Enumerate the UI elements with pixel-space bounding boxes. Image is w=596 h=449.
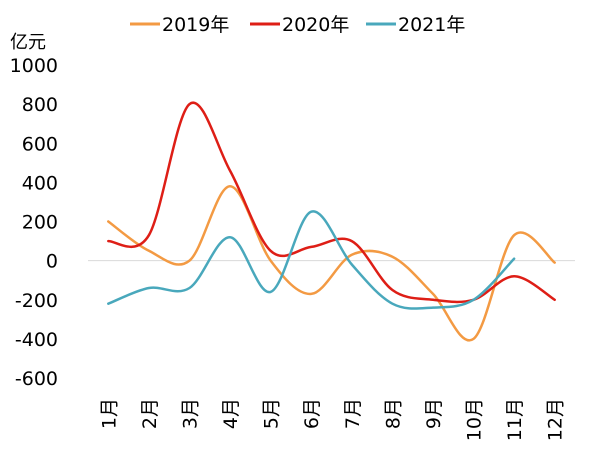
series-line-1 [107,185,556,342]
y-tick-label: 600 [22,133,58,155]
x-tick-label: 4月 [220,398,242,429]
x-tick-label: 11月 [504,398,526,441]
y-axis: 1000 800 600 400 200 0 -200 -400 -600 [10,55,58,390]
y-tick-label: 200 [22,212,58,234]
x-tick-label: 10月 [464,398,486,441]
legend-label: 2019年 [162,14,229,36]
x-tick-label: 1月 [98,398,120,429]
y-tick-label: 1000 [10,55,58,77]
x-tick-label: 2月 [139,398,161,429]
y-tick-label: 800 [22,94,58,116]
x-tick-label: 3月 [179,398,201,429]
legend: 2019年 2020年 2021年 [130,14,465,36]
y-tick-label: 0 [46,251,58,273]
legend-label: 2021年 [398,14,465,36]
x-tick-label: 12月 [545,398,567,441]
y-tick-label: -600 [15,368,58,390]
series-group [107,101,556,342]
y-tick-label: -400 [15,329,58,351]
series-line-2 [107,101,556,304]
series-line-3 [107,210,516,310]
x-tick-label: 7月 [342,398,364,429]
x-tick-label: 9月 [423,398,445,429]
legend-label: 2020年 [282,14,349,36]
x-tick-label: 6月 [301,398,323,429]
y-tick-label: 400 [22,172,58,194]
x-tick-label: 8月 [382,398,404,429]
x-axis: 1月 2月 3月 4月 5月 6月 7月 8月 9月 10月 11月 12月 [98,398,566,441]
x-tick-label: 5月 [261,398,283,429]
y-unit-label: 亿元 [10,32,46,53]
y-tick-label: -200 [15,290,58,312]
